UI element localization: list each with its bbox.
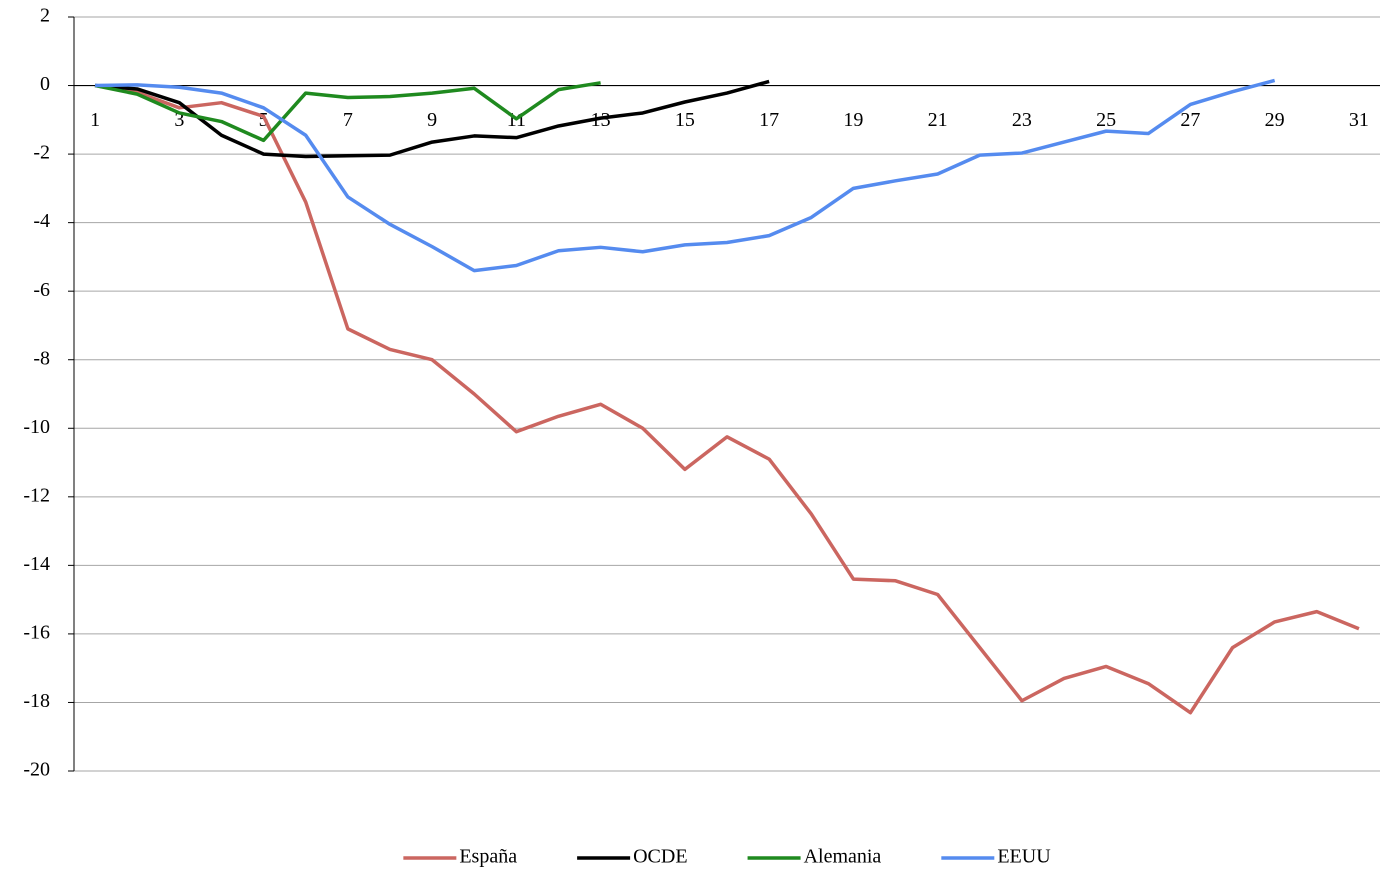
x-tick-label: 25 (1096, 109, 1116, 131)
y-tick-label: 0 (40, 73, 50, 95)
x-tick-label: 13 (591, 109, 611, 131)
x-tick-label: 1 (90, 109, 100, 131)
y-tick-label: -20 (23, 759, 50, 781)
y-tick-label: -18 (23, 690, 50, 712)
legend-label: EEUU (997, 846, 1051, 868)
series-line (95, 78, 1276, 273)
y-tick-label: -2 (33, 142, 50, 164)
x-tick-label: 15 (675, 109, 695, 131)
y-tick-label: -14 (23, 553, 50, 575)
x-tick-label: 9 (427, 109, 437, 131)
x-tick-label: 27 (1180, 109, 1200, 131)
y-tick-label: -16 (23, 622, 50, 644)
series-line (94, 79, 770, 159)
y-tick-label: -6 (33, 279, 50, 301)
series-line (94, 81, 601, 143)
x-tick-label: 29 (1265, 109, 1285, 131)
y-tick-label: 2 (40, 5, 50, 27)
x-tick-label: 31 (1349, 109, 1369, 131)
x-tick-label: 21 (928, 109, 948, 131)
x-tick-label: 17 (759, 109, 779, 131)
legend-label: España (459, 846, 517, 868)
y-tick-label: -8 (33, 347, 50, 369)
x-tick-label: 19 (843, 109, 863, 131)
legend-label: OCDE (633, 846, 687, 868)
y-tick-label: -10 (23, 416, 50, 438)
x-tick-label: 3 (174, 109, 184, 131)
series-line (94, 83, 1360, 715)
y-tick-label: -12 (23, 484, 50, 506)
y-tick-label: -4 (33, 210, 50, 232)
legend-label: Alemania (804, 846, 882, 868)
x-tick-label: 7 (343, 109, 353, 131)
x-tick-label: 23 (1012, 109, 1032, 131)
